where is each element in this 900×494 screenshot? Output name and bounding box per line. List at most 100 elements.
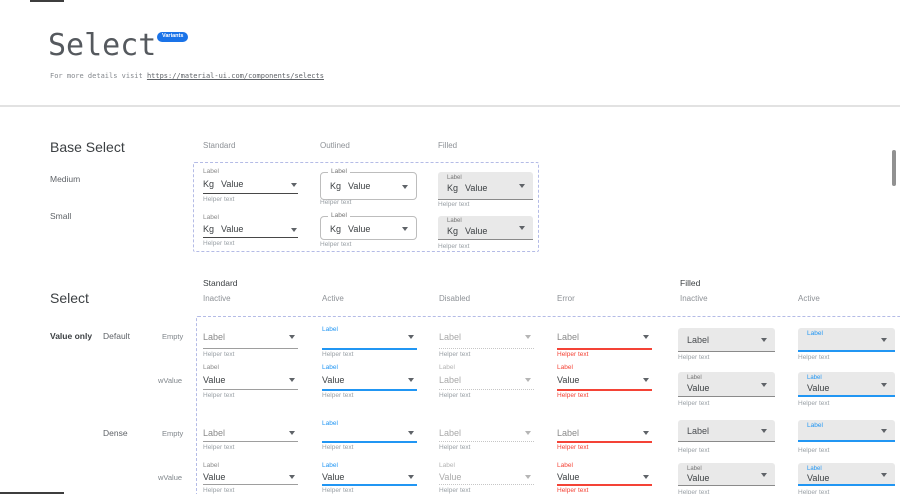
select-value: Value: [322, 375, 345, 385]
floating-label: Label: [322, 420, 338, 427]
select-default-wvalue-standard-inactive[interactable]: Label Value Helper text: [203, 364, 298, 399]
select-default-empty-standard-active[interactable]: Label Helper text: [322, 326, 417, 361]
select-dense-empty-standard-disabled[interactable]: Label Helper text: [439, 421, 534, 455]
floating-label: Label: [328, 168, 350, 176]
bottom-edge-mark: [0, 492, 64, 494]
input-underline: [557, 389, 652, 391]
adornment-text: Kg: [203, 179, 215, 189]
row-header-dense: Dense: [103, 428, 128, 438]
helper-text: Helper text: [798, 489, 830, 494]
column-header-standard: Standard: [203, 141, 236, 150]
helper-text: Helper text: [320, 199, 352, 206]
select-default-empty-filled-active[interactable]: Label Helper text: [798, 328, 895, 368]
helper-text: Helper text: [678, 489, 710, 494]
column-header-filled: Filled: [438, 141, 458, 150]
floating-label: Label: [807, 330, 823, 337]
dropdown-arrow-icon: [881, 429, 887, 433]
material-ui-link[interactable]: https://material-ui.com/components/selec…: [146, 72, 324, 80]
dropdown-arrow-icon: [289, 378, 295, 382]
filled-box: Label Kg Value: [438, 172, 533, 200]
dropdown-arrow-icon: [408, 431, 414, 435]
dropdown-arrow-icon: [525, 378, 531, 382]
select-default-wvalue-filled-inactive[interactable]: Label Value Helper text: [678, 372, 775, 412]
section-divider: [0, 105, 900, 107]
base-select-medium-filled[interactable]: Label Kg Value Helper text: [438, 166, 535, 208]
dropdown-arrow-icon: [408, 335, 414, 339]
select-dense-empty-filled-inactive[interactable]: Label Helper text: [678, 420, 775, 460]
dropdown-arrow-icon: [881, 382, 887, 387]
select-value: Value: [687, 383, 710, 393]
filled-box: Label: [798, 420, 895, 442]
floating-label: Label: [203, 462, 219, 469]
base-select-small-filled[interactable]: Label Kg Value Helper text: [438, 212, 535, 252]
filled-box: Label Kg Value: [438, 216, 533, 240]
row-group-label: Value only: [50, 331, 93, 341]
dropdown-arrow-icon: [643, 378, 649, 382]
select-default-wvalue-standard-active[interactable]: Label Value Helper text: [322, 364, 417, 399]
dropdown-arrow-icon: [761, 338, 767, 342]
dropdown-arrow-icon: [643, 431, 649, 435]
select-default-empty-filled-inactive[interactable]: Label Helper text: [678, 328, 775, 368]
helper-text: Helper text: [203, 240, 235, 247]
select-default-wvalue-standard-disabled[interactable]: Label Label Helper text: [439, 364, 534, 399]
select-value: Label: [557, 332, 580, 342]
filled-box: Label: [678, 420, 775, 442]
select-value: Label: [557, 428, 580, 438]
input-underline: [203, 484, 298, 485]
filled-box: Label Value: [798, 463, 895, 486]
base-select-small-standard[interactable]: Label Kg Value Helper text: [203, 212, 300, 252]
helper-text: Helper text: [439, 487, 471, 494]
select-value: Label: [687, 335, 710, 345]
row-header-default-empty: Empty: [162, 332, 184, 341]
select-dense-wvalue-standard-inactive[interactable]: Label Value Helper text: [203, 462, 298, 494]
group-header-filled: Filled: [680, 278, 701, 288]
dropdown-arrow-icon: [289, 335, 295, 339]
base-select-medium-outlined[interactable]: Label Kg Value Helper text: [320, 166, 417, 206]
floating-label: Label: [807, 466, 822, 472]
select-default-wvalue-standard-error[interactable]: Label Value Helper text: [557, 364, 652, 399]
input-underline: [203, 348, 298, 349]
select-value: Value: [203, 375, 226, 385]
dropdown-arrow-icon: [525, 431, 531, 435]
helper-text: Helper text: [678, 354, 710, 361]
filled-box: Label Value: [678, 372, 775, 397]
select-dense-wvalue-filled-inactive[interactable]: Label Value Helper text: [678, 463, 775, 494]
select-dense-wvalue-standard-active[interactable]: Label Value Helper text: [322, 462, 417, 494]
floating-label: Label: [807, 422, 823, 429]
outlined-box: Label Kg Value: [320, 168, 417, 200]
state-header-std-disabled: Disabled: [439, 294, 471, 303]
select-default-empty-standard-error[interactable]: Label Helper text: [557, 327, 652, 361]
adornment-text: Kg: [447, 226, 459, 236]
select-dense-wvalue-standard-error[interactable]: Label Value Helper text: [557, 462, 652, 494]
group-header-standard: Standard: [203, 278, 238, 288]
select-dense-empty-standard-active[interactable]: Label Helper text: [322, 420, 417, 455]
select-default-wvalue-filled-active[interactable]: Label Value Helper text: [798, 372, 895, 412]
dropdown-arrow-icon: [881, 338, 887, 342]
base-select-medium-standard[interactable]: Label Kg Value Helper text: [203, 166, 300, 206]
row-header-medium: Medium: [50, 174, 81, 184]
row-header-small: Small: [50, 211, 72, 221]
select-value: Kg Value: [330, 182, 370, 191]
value-text: Value: [465, 226, 488, 236]
adornment-text: Kg: [203, 224, 215, 234]
helper-text: Helper text: [557, 444, 589, 451]
base-select-small-outlined[interactable]: Label Kg Value Helper text: [320, 212, 417, 252]
select-value: Kg Value: [203, 180, 243, 189]
input-underline: [322, 484, 417, 486]
select-dense-empty-standard-inactive[interactable]: Label Helper text: [203, 421, 298, 455]
dropdown-arrow-icon: [408, 378, 414, 382]
select-dense-wvalue-filled-active[interactable]: Label Value Helper text: [798, 463, 895, 494]
filled-box: Label: [678, 328, 775, 352]
input-underline: [322, 441, 417, 443]
select-default-empty-standard-disabled[interactable]: Label Helper text: [439, 327, 534, 361]
select-dense-empty-standard-error[interactable]: Label Helper text: [557, 421, 652, 455]
dropdown-arrow-icon: [291, 228, 297, 232]
details-text: For more details visit: [50, 72, 143, 80]
select-dense-empty-filled-active[interactable]: Label Helper text: [798, 420, 895, 460]
select-value: Value: [439, 472, 462, 482]
select-default-empty-standard-inactive[interactable]: Label Helper text: [203, 327, 298, 361]
scrollbar-thumb[interactable]: [892, 150, 896, 186]
select-dense-wvalue-standard-disabled[interactable]: Label Value Helper text: [439, 462, 534, 494]
select-value: Label: [439, 332, 462, 342]
helper-text: Helper text: [203, 196, 235, 203]
